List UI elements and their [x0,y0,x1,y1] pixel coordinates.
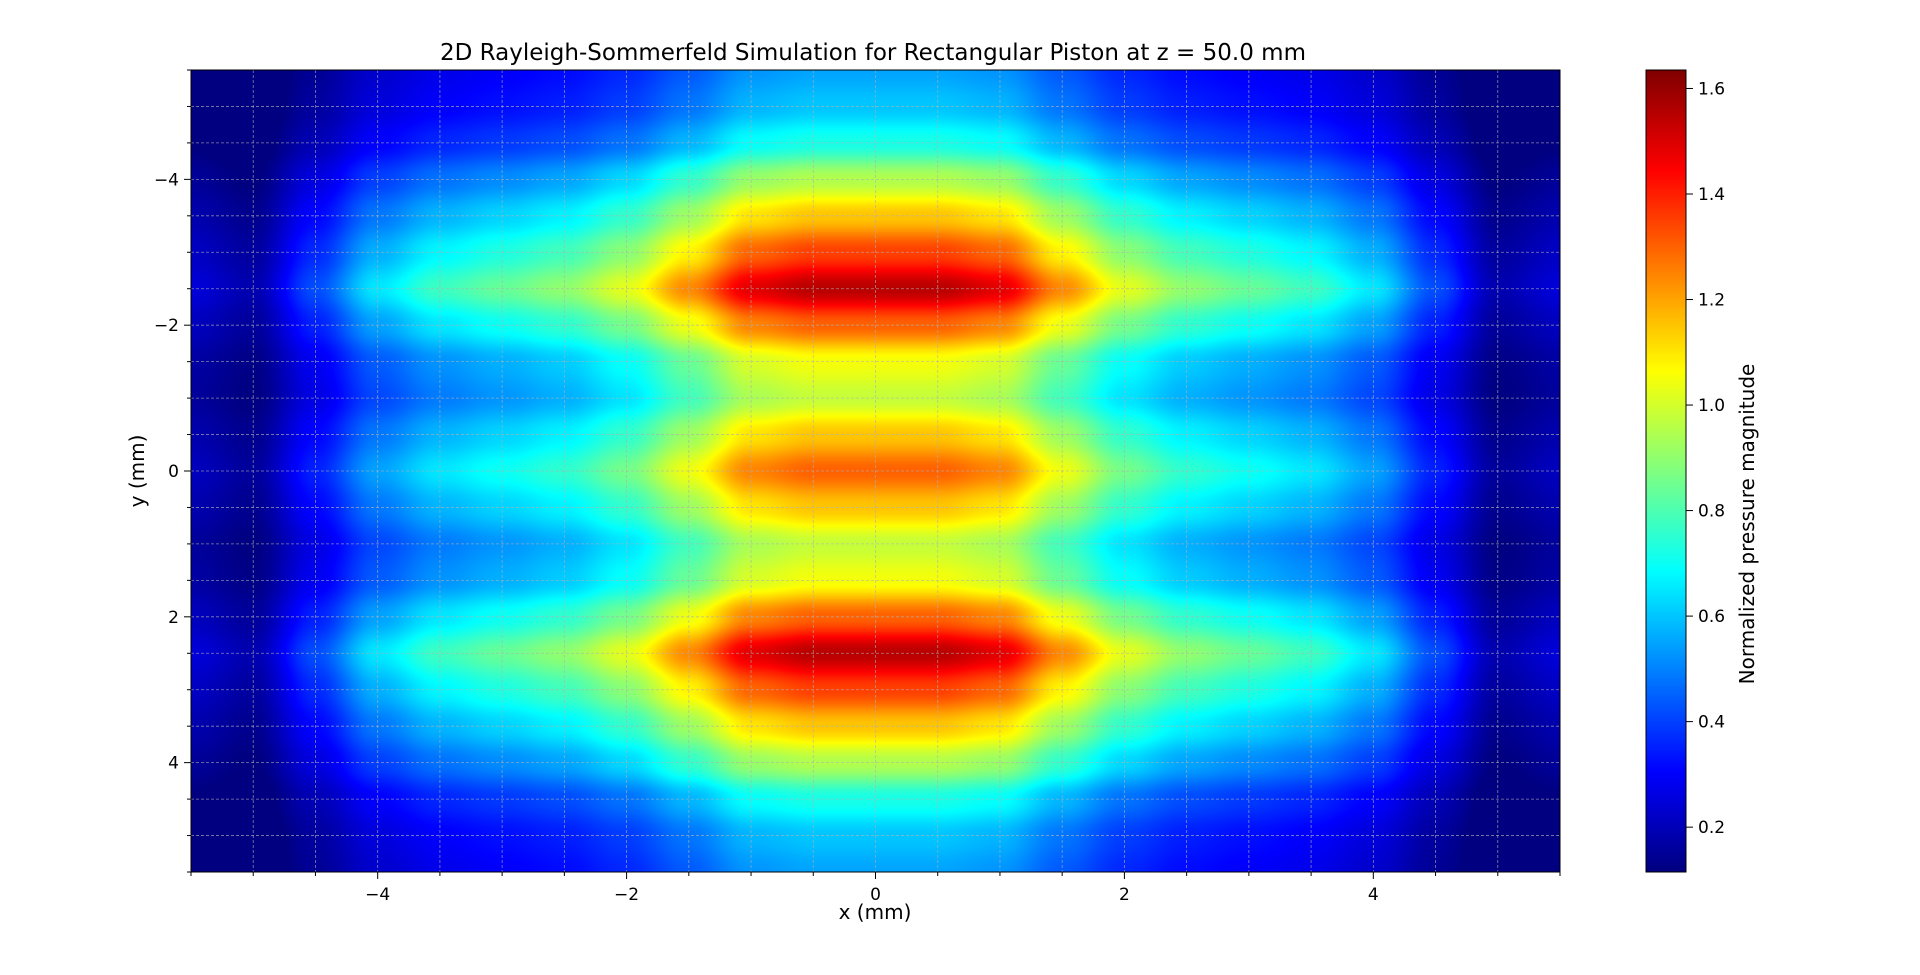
y-tick-label: 4 [168,754,179,774]
chart-title: 2D Rayleigh-Sommerfeld Simulation for Re… [440,40,1306,66]
colorbar-tick-label: 1.6 [1698,79,1725,99]
grid-lines [191,70,1560,872]
y-axis: −4 −2 0 2 4 [154,69,191,873]
x-tick-label: 0 [870,885,881,905]
colorbar-tick-label: 1.4 [1698,185,1725,205]
colorbar-frame [1645,69,1687,873]
x-axis-label: x (mm) [839,900,912,924]
colorbar-tick-label: 0.8 [1698,502,1725,522]
y-tick-label: 2 [168,608,179,628]
y-axis-label: y (mm) [125,435,149,508]
colorbar-tick-label: 0.2 [1698,818,1725,838]
colorbar-tick-label: 0.6 [1698,607,1725,627]
x-axis: −4 −2 0 2 4 [190,872,1561,905]
y-tick-label: −4 [154,170,179,190]
colorbar-ticks: 0.2 0.4 0.6 0.8 1.0 1.2 1.4 1.6 [1686,79,1725,838]
y-tick-label: 0 [168,462,179,482]
x-tick-label: 2 [1119,885,1130,905]
colorbar-label: Normalized pressure magnitude [1735,364,1759,685]
x-tick-label: −4 [365,885,390,905]
colorbar-tick-label: 0.4 [1698,713,1725,733]
colorbar-tick-label: 1.2 [1698,291,1725,311]
colorbar: 0.2 0.4 0.6 0.8 1.0 1.2 1.4 1.6 Normalized pres… [1645,69,1759,873]
colorbar-tick-label: 1.0 [1698,396,1725,416]
plot-area: −4 −2 0 2 4 −4 −2 0 2 4 [154,69,1561,905]
colorbar-gradient [1646,70,1686,872]
x-tick-label: 4 [1368,885,1379,905]
x-tick-label: −2 [614,885,639,905]
y-tick-label: −2 [154,316,179,336]
